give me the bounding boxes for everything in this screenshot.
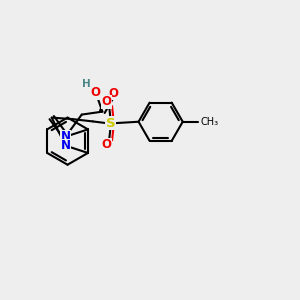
Text: H: H <box>82 79 91 89</box>
Text: N: N <box>61 139 70 152</box>
Text: O: O <box>102 95 112 108</box>
Text: N: N <box>61 130 70 143</box>
Text: O: O <box>102 138 112 151</box>
Text: CH₃: CH₃ <box>200 117 218 127</box>
Text: S: S <box>106 117 116 130</box>
Text: O: O <box>91 86 100 99</box>
Text: O: O <box>108 87 118 100</box>
